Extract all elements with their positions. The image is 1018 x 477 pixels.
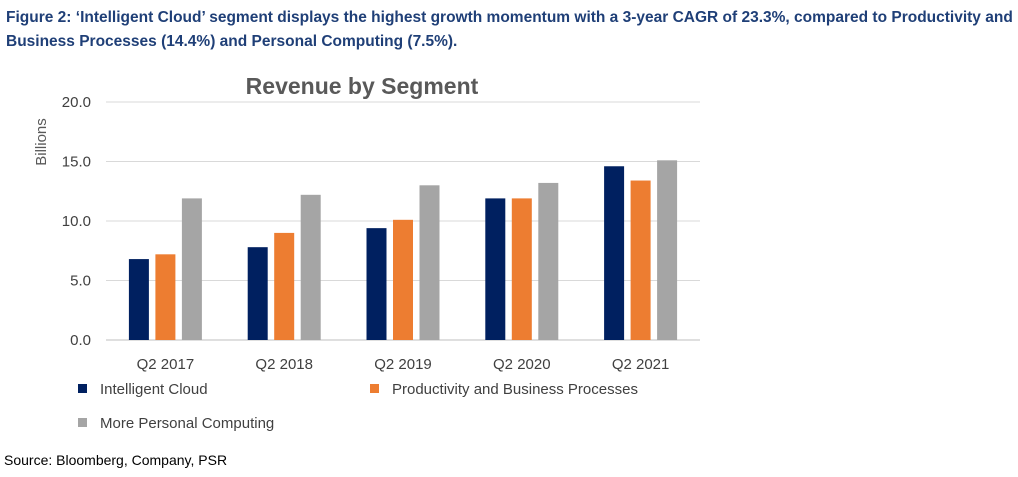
y-tick-label: 15.0 [62, 154, 91, 171]
legend-label: Intelligent Cloud [100, 381, 208, 398]
bars [129, 160, 677, 340]
bar [274, 233, 294, 340]
chart-title: Revenue by Segment [246, 73, 479, 99]
y-tick-label: 5.0 [70, 273, 91, 290]
y-tick-labels: 0.0 5.0 10.0 15.0 20.0 [62, 94, 91, 349]
legend-swatch [370, 384, 379, 393]
bar [657, 160, 677, 340]
bar [248, 247, 268, 340]
x-tick-label: Q2 2017 [137, 356, 195, 373]
y-axis-label: Billions [33, 118, 50, 166]
bar [512, 198, 532, 340]
bar [155, 254, 175, 340]
bar [301, 195, 321, 340]
x-tick-labels: Q2 2017 Q2 2018 Q2 2019 Q2 2020 Q2 2021 [137, 356, 670, 373]
legend-label: More Personal Computing [100, 415, 274, 432]
bar [367, 228, 387, 340]
legend-swatch [78, 384, 87, 393]
chart: Revenue by Segment Billions 0.0 5.0 10.0 15… [0, 0, 1018, 477]
y-tick-label: 20.0 [62, 94, 91, 111]
y-tick-label: 0.0 [70, 332, 91, 349]
bar [420, 185, 440, 340]
legend-label: Productivity and Business Processes [392, 381, 638, 398]
bar [182, 198, 202, 340]
x-tick-label: Q2 2019 [374, 356, 432, 373]
y-tick-label: 10.0 [62, 213, 91, 230]
bar [631, 181, 651, 340]
source-note: Source: Bloomberg, Company, PSR [4, 452, 227, 468]
bar [485, 198, 505, 340]
bar [538, 183, 558, 340]
x-tick-label: Q2 2020 [493, 356, 551, 373]
bar [604, 166, 624, 340]
x-tick-label: Q2 2018 [255, 356, 313, 373]
legend-swatch [78, 418, 87, 427]
bar [393, 220, 413, 340]
legend: Intelligent Cloud Productivity and Busine… [78, 381, 638, 432]
x-tick-label: Q2 2021 [612, 356, 670, 373]
bar [129, 259, 149, 340]
